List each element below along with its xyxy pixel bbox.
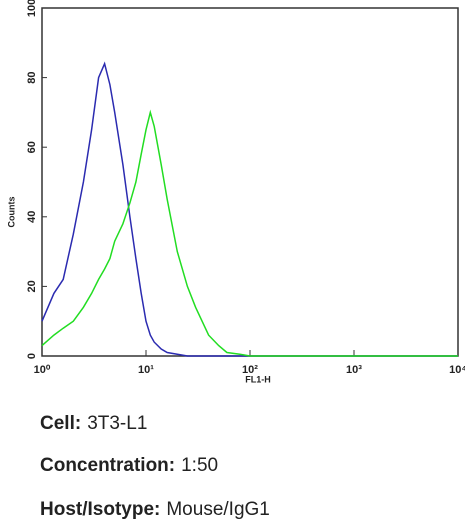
y-tick-label: 0	[26, 353, 38, 359]
y-tick-label: 60	[26, 141, 38, 153]
series-line	[41, 61, 458, 357]
series-line	[41, 109, 458, 357]
detail-line: Cell: 3T3-L1	[40, 413, 147, 434]
detail-label: Host/Isotype:	[40, 499, 160, 520]
detail-label: Cell:	[40, 413, 81, 434]
y-tick-label: 20	[26, 280, 38, 292]
detail-line: Concentration: 1:50	[40, 455, 218, 476]
y-axis-label: Counts	[6, 197, 16, 228]
y-tick-label: 80	[26, 71, 38, 83]
x-axis-label: FL1-H	[245, 374, 271, 384]
x-tick-label: 10³	[346, 364, 362, 376]
y-tick-label: 100	[26, 0, 38, 17]
plot-frame	[41, 7, 459, 357]
detail-line: Host/Isotype: Mouse/IgG1	[40, 499, 270, 520]
detail-value: Mouse/IgG1	[166, 499, 270, 520]
detail-value: 3T3-L1	[87, 413, 147, 434]
y-tick-label: 40	[26, 211, 38, 223]
detail-label: Concentration:	[40, 455, 175, 476]
x-tick-label: 10⁴	[449, 364, 465, 376]
x-tick-label: 10⁰	[34, 364, 51, 376]
x-tick-label: 10²	[242, 364, 258, 376]
detail-value: 1:50	[181, 455, 218, 476]
x-tick-label: 10¹	[138, 364, 154, 376]
